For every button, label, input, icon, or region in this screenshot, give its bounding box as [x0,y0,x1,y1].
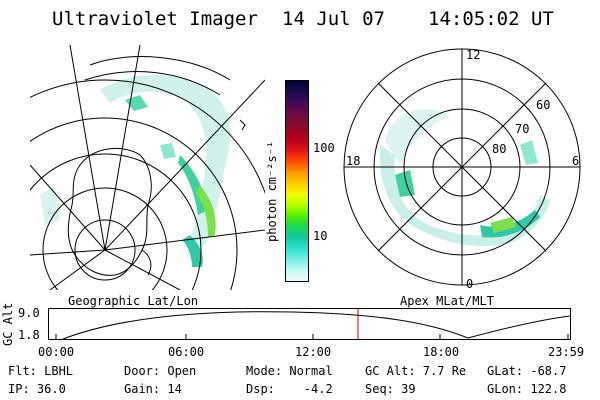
gc-alt-curve [62,311,571,340]
colorbar [285,80,309,282]
instrument-title: Ultraviolet Imager [52,8,258,30]
time-tick-1800: 18:00 [423,345,460,359]
status-glon: GLon: 122.8 [487,382,567,396]
status-gc-alt: GC Alt: 7.7 Re [365,364,467,378]
lat-label-60: 60 [536,98,550,112]
apex-polar-panel: 12 0 18 6 60 70 80 [343,48,581,290]
polar-panel-label: Apex MLat/MLT [400,294,494,308]
mlt-label-0: 0 [466,277,473,290]
gc-alt-plot-frame [48,308,571,340]
continent-outline [67,147,152,276]
geographic-map-panel [30,45,265,290]
lat-label-70: 70 [515,122,529,136]
colorbar-label: photon cm⁻²s⁻¹ [265,140,279,242]
mlt-label-12: 12 [466,48,480,62]
status-gain: Gain: 14 [124,382,182,396]
geo-aurora-emission [40,75,230,267]
status-glat: GLat: -68.7 [487,364,567,378]
colorbar-tick-10: 10 [313,229,328,243]
time-tick-1200: 12:00 [295,345,332,359]
status-seq: Seq: 39 [365,382,416,396]
gc-alt-tick-1.8: 1.8 [18,328,40,342]
geo-panel-label: Geographic Lat/Lon [68,294,199,308]
gc-alt-plot [48,308,571,340]
date-label: 14 Jul 07 [282,8,385,30]
status-mode: Mode: Normal [246,364,333,378]
colorbar-tick-100: 100 [313,141,335,155]
time-tick-0600: 06:00 [168,345,205,359]
status-door: Door: Open [124,364,197,378]
time-label: 14:05:02 UT [428,8,554,30]
status-dsp: Dsp: -4.2 [246,382,333,396]
gc-alt-tick-9: 9.0 [18,306,40,320]
gc-alt-ylabel: GC Alt [1,302,15,346]
lat-label-80: 80 [492,142,506,156]
status-filter: Flt: LBHL [8,364,74,378]
polar-aurora-emission [379,109,550,247]
status-ip: IP: 36.0 [8,382,66,396]
mlt-label-18: 18 [346,154,360,168]
mlt-label-6: 6 [572,154,579,168]
time-tick-0000: 00:00 [38,345,75,359]
time-tick-2359: 23:59 [548,345,585,359]
